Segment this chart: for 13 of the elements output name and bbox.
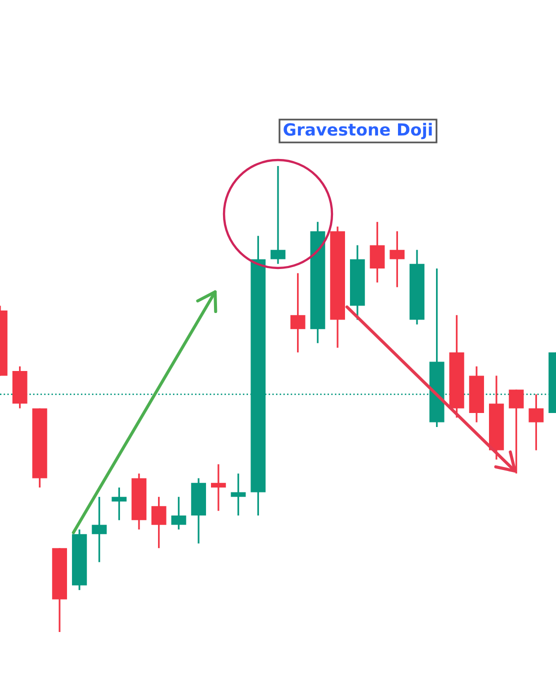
candlestick xyxy=(370,221,385,284)
candlestick xyxy=(210,463,226,512)
candlestick xyxy=(390,230,405,288)
candlestick xyxy=(508,388,524,474)
candlestick xyxy=(92,496,107,563)
text: Gravestone Doji xyxy=(284,122,432,140)
candlestick xyxy=(171,496,186,530)
candlestick xyxy=(230,472,246,516)
candlestick xyxy=(112,486,127,521)
candlestick xyxy=(528,394,544,452)
candlestick xyxy=(151,496,166,549)
candlestick xyxy=(270,165,286,265)
candlestick xyxy=(290,272,306,354)
